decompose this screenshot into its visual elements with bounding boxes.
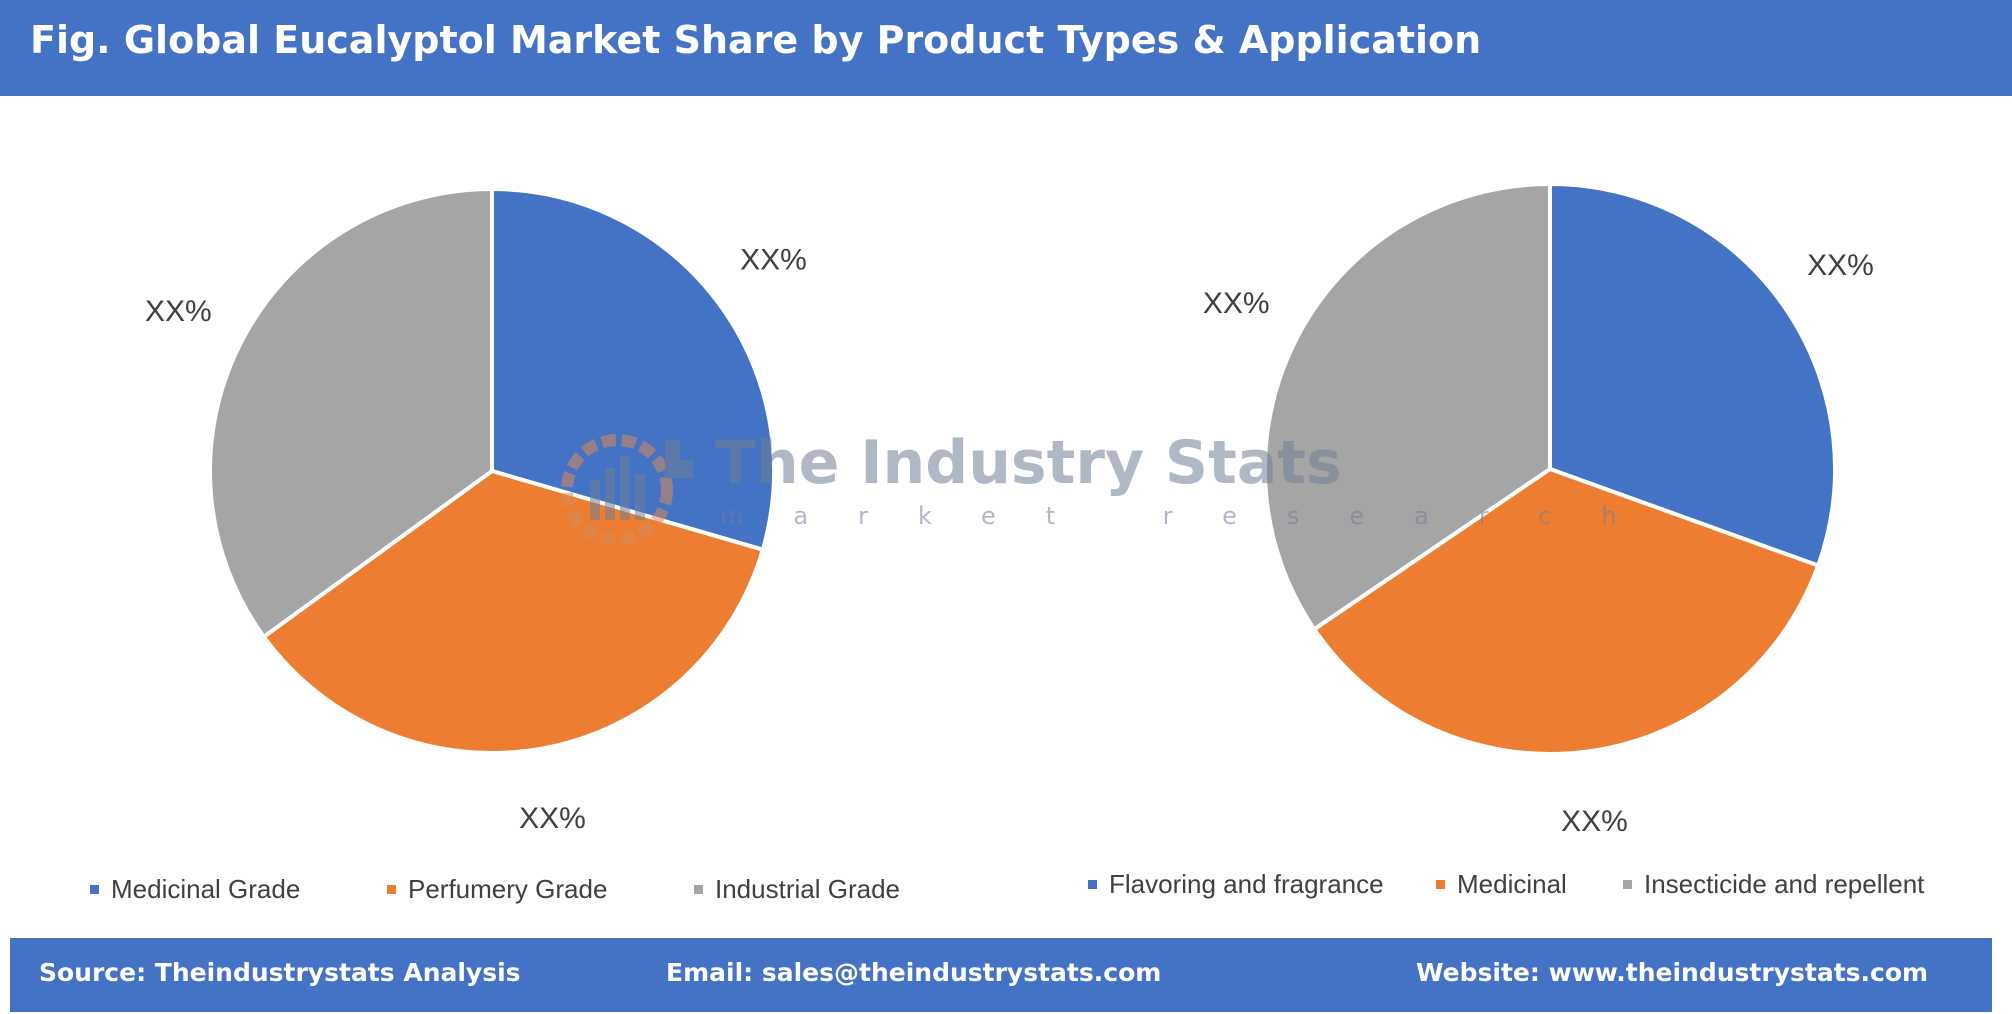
legend-item: Medicinal Grade: [90, 874, 387, 905]
legend-label: Insecticide and repellent: [1644, 869, 1925, 899]
legend-label: Medicinal Grade: [111, 874, 301, 904]
pie-slice: [1311, 466, 1821, 756]
legend-label: Industrial Grade: [715, 874, 900, 904]
legend-right: Flavoring and fragrance Medicinal Insect…: [1088, 869, 1924, 900]
pie-slice: [1548, 181, 1837, 569]
legend-swatch: [1623, 880, 1632, 889]
footer-source: Source: Theindustrystats Analysis: [39, 958, 521, 987]
data-label: XX%: [519, 802, 586, 835]
pie-slice: [208, 186, 494, 640]
data-label: XX%: [740, 244, 807, 277]
footer-bar: Source: Theindustrystats Analysis Email:…: [10, 938, 1992, 1012]
legend-swatch: [90, 885, 99, 894]
legend-item: Perfumery Grade: [387, 874, 694, 905]
footer-website: Website: www.theindustrystats.com: [1416, 958, 1929, 987]
footer-email: Email: sales@theindustrystats.com: [666, 958, 1162, 987]
legend-label: Medicinal: [1457, 869, 1567, 899]
legend-item: Medicinal: [1436, 869, 1623, 900]
legend-left: Medicinal Grade Perfumery Grade Industri…: [90, 874, 900, 905]
legend-label: Perfumery Grade: [408, 874, 608, 904]
legend-swatch: [1088, 880, 1097, 889]
legend-label: Flavoring and fragrance: [1109, 869, 1384, 899]
legend-item: Insecticide and repellent: [1623, 869, 1924, 900]
legend-swatch: [387, 885, 396, 894]
data-label: XX%: [1561, 805, 1628, 838]
legend-item: Industrial Grade: [694, 874, 900, 905]
header-bar: Fig. Global Eucalyptol Market Share by P…: [0, 0, 2012, 96]
legend-swatch: [1436, 880, 1445, 889]
legend-item: Flavoring and fragrance: [1088, 869, 1436, 900]
data-label: XX%: [1203, 287, 1270, 320]
pie-slice: [1263, 181, 1552, 632]
data-label: XX%: [145, 295, 212, 328]
legend-swatch: [694, 885, 703, 894]
chart-title: Fig. Global Eucalyptol Market Share by P…: [30, 18, 1482, 62]
data-label: XX%: [1807, 249, 1874, 282]
